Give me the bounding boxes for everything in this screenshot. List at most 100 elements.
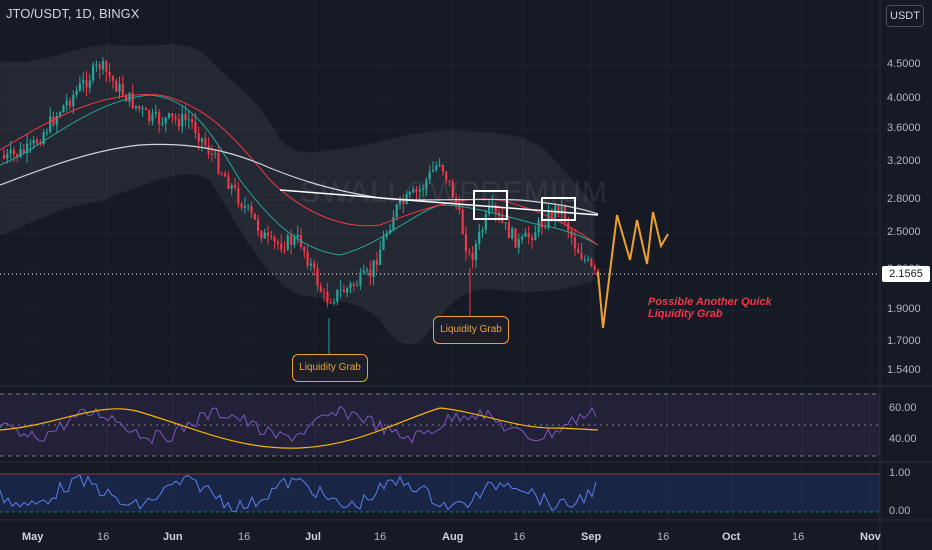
time-tick: Oct xyxy=(722,531,741,543)
candle-body xyxy=(550,211,553,218)
candle-body xyxy=(95,64,98,66)
candle-body xyxy=(230,184,233,189)
candle-body xyxy=(214,153,217,155)
candle-body xyxy=(167,113,171,118)
candle-body xyxy=(415,189,418,192)
price-tick: 2.5000 xyxy=(887,226,921,238)
candle-body xyxy=(557,205,560,214)
candle-body xyxy=(365,270,369,272)
candle-body xyxy=(478,231,481,244)
candle-body xyxy=(530,237,534,241)
candle-body xyxy=(504,222,507,224)
candle-body xyxy=(441,165,444,172)
candle-body xyxy=(68,101,72,107)
candle-body xyxy=(29,143,32,145)
time-tick: 16 xyxy=(374,531,387,543)
price-tick: 3.6000 xyxy=(887,122,921,134)
candle-body xyxy=(296,234,299,238)
time-tick: 16 xyxy=(238,531,251,543)
candle-body xyxy=(141,108,144,110)
candle-body xyxy=(481,230,484,232)
candle-body xyxy=(408,192,411,195)
oscillator-line xyxy=(0,474,597,512)
candle-body xyxy=(161,123,164,125)
price-tick: 1.7000 xyxy=(887,335,921,347)
candle-body xyxy=(323,291,326,293)
candle-body xyxy=(118,83,121,92)
rsi-ma-line xyxy=(0,407,599,449)
candle-body xyxy=(356,285,359,287)
candle-body xyxy=(82,80,85,84)
ema-green-line xyxy=(0,94,599,256)
candle-body xyxy=(458,204,461,210)
candle-body xyxy=(98,64,101,70)
candle-body xyxy=(570,230,573,237)
candle-body xyxy=(115,80,118,92)
candle-body xyxy=(220,173,223,175)
candle-body xyxy=(280,243,283,250)
candle-body xyxy=(346,288,349,293)
candle-body xyxy=(12,149,15,154)
candle-body xyxy=(382,236,385,250)
liquidity-grab-label-2: Liquidity Grab xyxy=(433,316,509,344)
candle-body xyxy=(276,241,279,244)
candle-body xyxy=(332,301,336,303)
time-tick: Aug xyxy=(442,531,464,543)
candle-body xyxy=(191,119,194,123)
candle-body xyxy=(514,228,517,248)
candle-body xyxy=(144,108,147,111)
candle-body xyxy=(537,220,540,233)
candle-body xyxy=(339,289,342,291)
candle-body xyxy=(385,233,388,237)
candle-body xyxy=(431,169,435,172)
candle-body xyxy=(138,105,141,110)
candle-body xyxy=(590,259,593,266)
candle-body xyxy=(359,272,362,286)
candle-body xyxy=(88,80,91,88)
candle-body xyxy=(461,209,464,235)
candle-body xyxy=(2,155,6,159)
time-tick: Sep xyxy=(581,531,602,543)
candle-body xyxy=(422,188,425,190)
time-tick: Jun xyxy=(163,531,183,543)
candle-body xyxy=(313,263,316,269)
time-tick: 16 xyxy=(792,531,805,543)
candle-body xyxy=(451,181,454,198)
candle-body xyxy=(540,220,543,228)
osc-tick: 0.00 xyxy=(889,505,911,517)
candle-body xyxy=(375,260,378,265)
candle-body xyxy=(468,251,471,253)
time-tick: 16 xyxy=(657,531,670,543)
candle-body xyxy=(184,113,187,120)
candle-body xyxy=(534,232,537,241)
candle-body xyxy=(521,236,524,240)
candle-body xyxy=(42,132,45,145)
candle-body xyxy=(563,206,567,223)
candle-body xyxy=(55,115,58,125)
candle-body xyxy=(266,232,270,237)
candle-body xyxy=(171,113,174,117)
candle-body xyxy=(177,119,180,127)
candle-body xyxy=(85,80,88,88)
candle-body xyxy=(207,145,210,154)
candle-body xyxy=(227,176,230,189)
candle-body xyxy=(92,65,95,81)
symbol-title: JTO/USDT, 1D, BINGX xyxy=(6,6,140,21)
candle-body xyxy=(240,203,243,208)
candle-body xyxy=(253,213,256,220)
candle-body xyxy=(474,243,477,260)
candle-body xyxy=(412,189,415,193)
currency-button[interactable]: USDT xyxy=(886,5,924,27)
candle-body xyxy=(587,259,590,261)
candle-body xyxy=(349,283,352,289)
candle-body xyxy=(484,213,487,231)
candle-body xyxy=(65,101,68,106)
candle-body xyxy=(154,112,157,114)
candle-body xyxy=(583,259,586,261)
candle-body xyxy=(448,180,451,182)
price-tick: 3.2000 xyxy=(887,155,921,167)
candle-body xyxy=(494,204,497,213)
candle-body xyxy=(577,248,580,253)
candle-body xyxy=(336,289,339,302)
